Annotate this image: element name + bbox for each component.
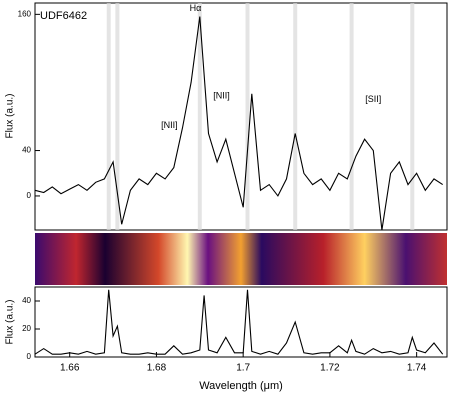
line-annotation: [SII] bbox=[365, 94, 381, 104]
sky-band bbox=[410, 3, 415, 230]
y-tick-label: 20 bbox=[22, 324, 31, 333]
line-annotation: [NII] bbox=[213, 90, 230, 100]
sky-band bbox=[293, 3, 298, 230]
panel-title: UDF6462 bbox=[40, 10, 87, 22]
bottom-frame bbox=[34, 286, 448, 358]
sky-band bbox=[197, 3, 202, 230]
y-tick-label: 40 bbox=[22, 146, 31, 155]
line-annotation: [NII] bbox=[161, 120, 178, 130]
x-axis-label: Wavelength (μm) bbox=[199, 380, 283, 392]
x-tick-label: 1.72 bbox=[320, 363, 340, 374]
sky-band bbox=[245, 3, 250, 230]
top-frame bbox=[34, 2, 448, 231]
y-axis-label: Flux (a.u.) bbox=[5, 93, 16, 138]
sky-band bbox=[349, 3, 354, 230]
y-tick-label: 0 bbox=[27, 352, 32, 361]
y-axis-label: Flux (a.u.) bbox=[5, 299, 16, 344]
spectrum-line bbox=[34, 289, 444, 355]
y-tick-label: 40 bbox=[22, 296, 31, 305]
y-tick-label: 160 bbox=[18, 9, 32, 18]
spectrum-line bbox=[34, 16, 444, 231]
sky-band bbox=[115, 3, 120, 230]
sky-band bbox=[106, 3, 111, 230]
2d-spectrum bbox=[35, 233, 447, 285]
x-tick-label: 1.66 bbox=[60, 363, 80, 374]
x-tick-label: 1.68 bbox=[147, 363, 167, 374]
x-tick-label: 1.7 bbox=[236, 363, 250, 374]
y-tick-label: 0 bbox=[27, 191, 32, 200]
x-tick-label: 1.74 bbox=[407, 363, 427, 374]
line-annotation: Hα bbox=[190, 3, 202, 13]
